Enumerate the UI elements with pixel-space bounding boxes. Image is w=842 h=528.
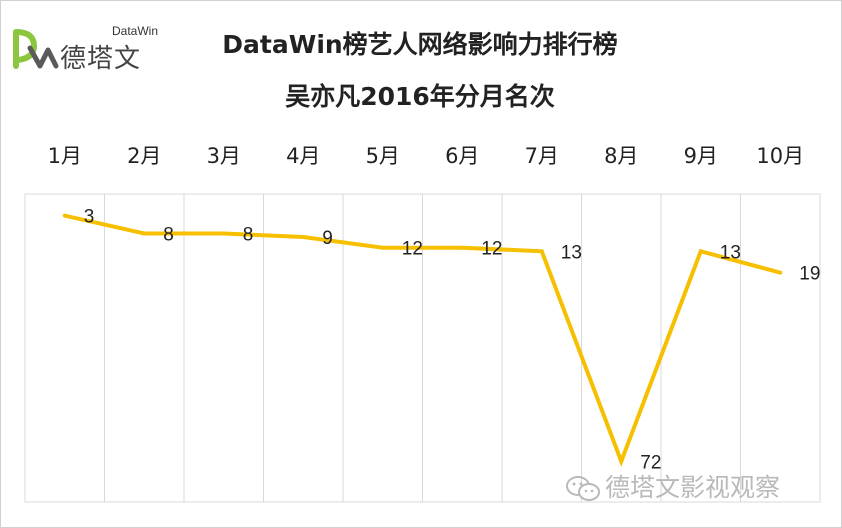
chart-subtitle: 吴亦凡2016年分月名次 xyxy=(285,82,555,111)
x-tick-label: 1月 xyxy=(48,144,82,168)
logo-text-en: DataWin xyxy=(112,24,159,38)
data-point xyxy=(619,459,624,464)
x-tick-label: 2月 xyxy=(127,144,161,168)
x-tick-label: 9月 xyxy=(684,144,718,168)
data-label: 19 xyxy=(799,264,820,285)
watermark-text: 德塔文影视观察 xyxy=(605,473,781,502)
logo-text-cn: 德塔文 xyxy=(60,44,142,74)
datawin-logo: DataWin 德塔文 xyxy=(12,20,162,76)
x-tick-label: 3月 xyxy=(207,144,241,168)
x-tick-label: 7月 xyxy=(525,144,559,168)
x-tick-label: 5月 xyxy=(366,144,400,168)
data-point xyxy=(539,249,544,254)
watermark: 德塔文影视观察 xyxy=(565,468,780,504)
data-point xyxy=(62,213,67,218)
data-label: 13 xyxy=(561,242,582,263)
series-line xyxy=(64,213,781,467)
data-point xyxy=(142,231,147,236)
x-tick-label: 6月 xyxy=(445,144,479,168)
data-label: 8 xyxy=(243,224,254,245)
data-label: 9 xyxy=(322,228,333,249)
data-label: 3 xyxy=(84,207,95,228)
data-point xyxy=(698,249,703,254)
data-label: 13 xyxy=(720,242,741,263)
data-point xyxy=(380,245,385,250)
wechat-icon xyxy=(566,476,600,501)
x-tick-label: 8月 xyxy=(604,144,638,168)
data-label: 8 xyxy=(163,224,174,245)
x-tick-label: 4月 xyxy=(286,144,320,168)
data-label: 12 xyxy=(481,239,502,260)
data-label: 12 xyxy=(402,239,423,260)
data-label: 72 xyxy=(640,452,661,473)
chart-title: DataWin榜艺人网络影响力排行榜 xyxy=(222,30,618,59)
data-point xyxy=(301,235,306,240)
data-point xyxy=(221,231,226,236)
data-point xyxy=(778,270,783,275)
x-tick-label: 10月 xyxy=(756,144,804,168)
data-point xyxy=(460,245,465,250)
datawin-logo-icon xyxy=(13,29,59,69)
